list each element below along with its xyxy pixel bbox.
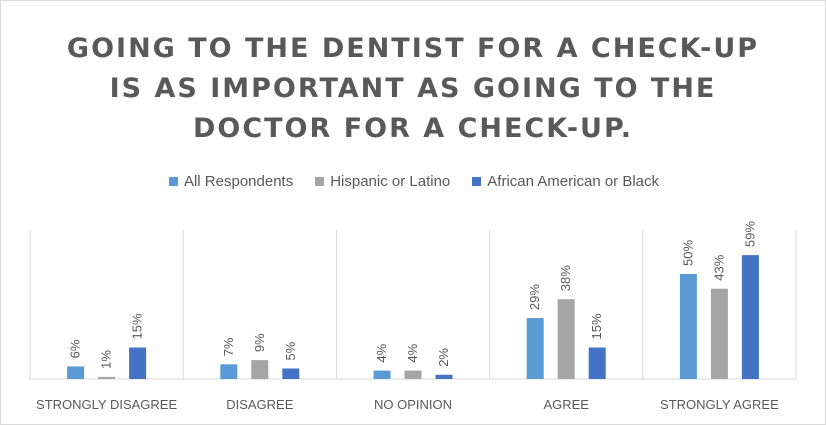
bar-strongly-disagree-all-respondents bbox=[67, 366, 85, 379]
data-label-agree-african-american-or-black: 15% bbox=[589, 313, 604, 339]
category-label-disagree: DISAGREE bbox=[226, 397, 294, 412]
legend-item-african-american-or-black: African American or Black bbox=[472, 173, 659, 190]
bar-no-opinion-african-american-or-black bbox=[435, 374, 453, 379]
bar-no-opinion-all-respondents bbox=[373, 370, 391, 379]
data-label-agree-all-respondents: 29% bbox=[527, 284, 542, 310]
bar-strongly-agree-hispanic-or-latino bbox=[710, 288, 728, 379]
bar-no-opinion-hispanic-or-latino bbox=[404, 370, 422, 379]
legend-swatch-hispanic-or-latino bbox=[315, 177, 325, 186]
bar-strongly-disagree-african-american-or-black bbox=[129, 347, 147, 379]
data-label-strongly-agree-all-respondents: 50% bbox=[680, 240, 695, 266]
data-label-agree-hispanic-or-latino: 38% bbox=[558, 265, 573, 291]
legend-label-hispanic-or-latino: Hispanic or Latino bbox=[330, 173, 451, 190]
data-label-no-opinion-all-respondents: 4% bbox=[374, 343, 389, 362]
bar-disagree-african-american-or-black bbox=[282, 368, 300, 379]
category-label-no-opinion: NO OPINION bbox=[374, 397, 452, 412]
data-label-disagree-all-respondents: 7% bbox=[221, 337, 236, 356]
category-label-agree: AGREE bbox=[543, 397, 589, 412]
bar-disagree-all-respondents bbox=[220, 364, 238, 379]
legend: All Respondents Hispanic or Latino Afric… bbox=[1, 173, 826, 190]
data-label-no-opinion-african-american-or-black: 2% bbox=[436, 348, 451, 367]
legend-item-hispanic-or-latino: Hispanic or Latino bbox=[315, 173, 450, 190]
data-label-strongly-agree-african-american-or-black: 59% bbox=[742, 221, 757, 247]
data-label-disagree-hispanic-or-latino: 9% bbox=[252, 333, 267, 352]
bar-agree-all-respondents bbox=[526, 318, 544, 379]
data-label-strongly-disagree-all-respondents: 6% bbox=[68, 339, 83, 358]
data-label-strongly-disagree-african-american-or-black: 15% bbox=[130, 313, 145, 339]
category-label-strongly-disagree: STRONGLY DISAGREE bbox=[36, 397, 177, 412]
bar-strongly-agree-african-american-or-black bbox=[741, 255, 759, 379]
data-label-no-opinion-hispanic-or-latino: 4% bbox=[405, 343, 420, 362]
data-label-disagree-african-american-or-black: 5% bbox=[283, 341, 298, 360]
legend-label-all-respondents: All Respondents bbox=[183, 173, 294, 190]
legend-swatch-all-respondents bbox=[168, 177, 178, 186]
bar-disagree-hispanic-or-latino bbox=[251, 360, 269, 379]
legend-item-all-respondents: All Respondents bbox=[168, 173, 294, 190]
legend-swatch-african-american-or-black bbox=[472, 177, 482, 186]
data-label-strongly-disagree-hispanic-or-latino: 1% bbox=[99, 350, 114, 369]
bar-agree-african-american-or-black bbox=[588, 347, 606, 379]
bar-strongly-disagree-hispanic-or-latino bbox=[98, 376, 116, 379]
chart-title: GOING TO THE DENTIST FOR A CHECK-UP IS A… bbox=[66, 33, 760, 144]
bar-strongly-agree-all-respondents bbox=[679, 274, 697, 379]
category-label-strongly-agree: STRONGLY AGREE bbox=[660, 397, 779, 412]
data-label-strongly-agree-hispanic-or-latino: 43% bbox=[711, 254, 726, 280]
legend-label-african-american-or-black: African American or Black bbox=[487, 173, 660, 190]
bar-agree-hispanic-or-latino bbox=[557, 299, 575, 379]
